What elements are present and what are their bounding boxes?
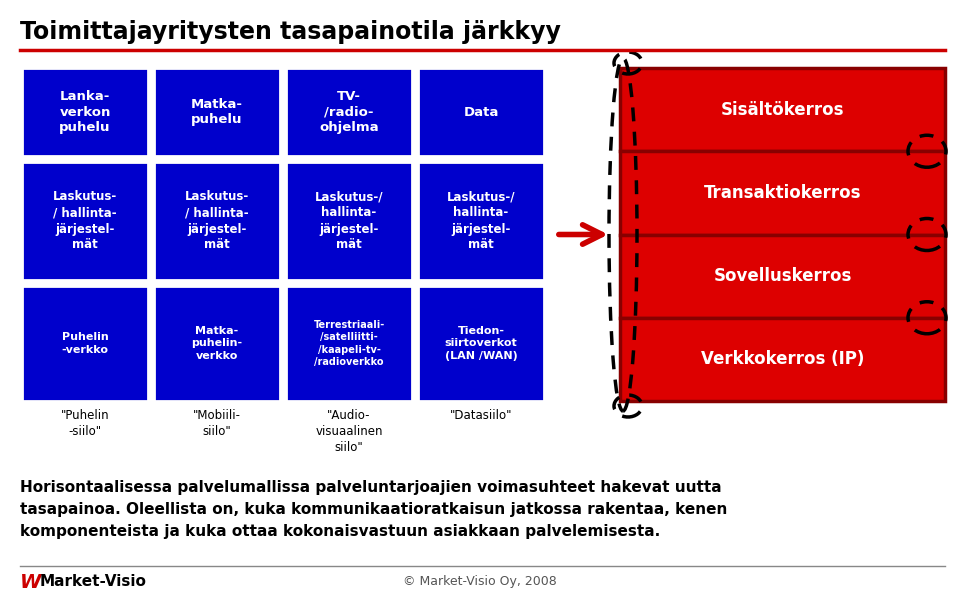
Text: Sovelluskerros: Sovelluskerros <box>713 267 852 285</box>
FancyBboxPatch shape <box>418 162 544 280</box>
FancyBboxPatch shape <box>22 162 148 280</box>
Text: Data: Data <box>464 105 498 118</box>
Text: Transaktiokerros: Transaktiokerros <box>704 184 861 202</box>
Text: tasapainoa. Oleellista on, kuka kommunikaatioratkaisun jatkossa rakentaa, kenen: tasapainoa. Oleellista on, kuka kommunik… <box>20 502 728 517</box>
Text: TV-
/radio-
ohjelma: TV- /radio- ohjelma <box>319 90 379 135</box>
Text: "Puhelin
-siilo": "Puhelin -siilo" <box>60 409 109 438</box>
FancyBboxPatch shape <box>154 286 280 401</box>
FancyBboxPatch shape <box>286 162 412 280</box>
Text: komponenteista ja kuka ottaa kokonaisvastuun asiakkaan palvelemisesta.: komponenteista ja kuka ottaa kokonaisvas… <box>20 524 660 539</box>
Text: Matka-
puhelin-
verkko: Matka- puhelin- verkko <box>191 326 243 361</box>
Text: Laskutus-/
hallinta-
järjestel-
mät: Laskutus-/ hallinta- järjestel- mät <box>315 191 383 252</box>
Text: Toimittajayritysten tasapainotila järkkyy: Toimittajayritysten tasapainotila järkky… <box>20 20 561 44</box>
Text: Horisontaalisessa palvelumallissa palveluntarjoajien voimasuhteet hakevat uutta: Horisontaalisessa palvelumallissa palvel… <box>20 480 722 495</box>
Text: Verkkokerros (IP): Verkkokerros (IP) <box>701 350 864 368</box>
Text: "Datasiilo": "Datasiilo" <box>449 409 513 422</box>
Text: Puhelin
-verkko: Puhelin -verkko <box>61 332 108 355</box>
Text: "Audio-
visuaalinen
siilo": "Audio- visuaalinen siilo" <box>315 409 383 454</box>
FancyBboxPatch shape <box>22 68 148 156</box>
FancyBboxPatch shape <box>620 234 945 318</box>
Text: Terrestriaali-
/satelliitti-
/kaapeli-tv-
/radioverkko: Terrestriaali- /satelliitti- /kaapeli-tv… <box>313 320 385 367</box>
FancyBboxPatch shape <box>620 318 945 401</box>
FancyBboxPatch shape <box>286 68 412 156</box>
Text: W: W <box>20 572 41 591</box>
FancyBboxPatch shape <box>620 151 945 234</box>
Text: Lanka-
verkon
puhelu: Lanka- verkon puhelu <box>60 90 110 135</box>
FancyBboxPatch shape <box>286 286 412 401</box>
Text: Market-Visio: Market-Visio <box>40 575 147 590</box>
FancyBboxPatch shape <box>22 286 148 401</box>
FancyBboxPatch shape <box>418 286 544 401</box>
FancyBboxPatch shape <box>154 68 280 156</box>
FancyBboxPatch shape <box>154 162 280 280</box>
Text: Matka-
puhelu: Matka- puhelu <box>191 97 243 127</box>
Text: Laskutus-
/ hallinta-
järjestel-
mät: Laskutus- / hallinta- järjestel- mät <box>185 191 250 252</box>
FancyBboxPatch shape <box>418 68 544 156</box>
Text: Laskutus-
/ hallinta-
järjestel-
mät: Laskutus- / hallinta- järjestel- mät <box>53 191 117 252</box>
Text: © Market-Visio Oy, 2008: © Market-Visio Oy, 2008 <box>403 575 557 588</box>
Text: "Mobiili-
siilo": "Mobiili- siilo" <box>193 409 241 438</box>
Text: Tiedon-
siirtoverkot
(LAN /WAN): Tiedon- siirtoverkot (LAN /WAN) <box>444 326 517 361</box>
Text: Laskutus-/
hallinta-
järjestel-
mät: Laskutus-/ hallinta- järjestel- mät <box>446 191 516 252</box>
Text: Sisältökerros: Sisältökerros <box>721 100 844 118</box>
FancyBboxPatch shape <box>620 68 945 151</box>
